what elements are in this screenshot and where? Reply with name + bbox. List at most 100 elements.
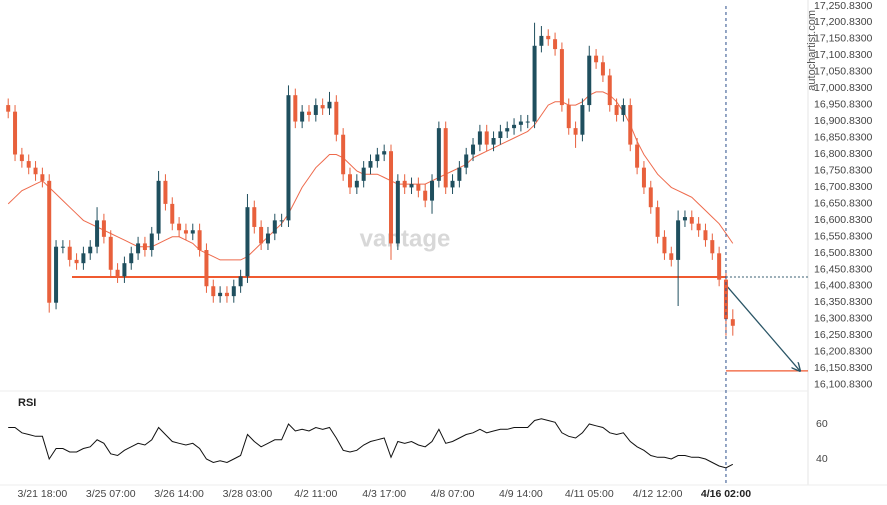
- candle-body: [67, 246, 72, 260]
- candle-body: [163, 180, 168, 204]
- forecast-arrow: [725, 284, 800, 371]
- x-tick-label: 3/25 07:00: [86, 488, 136, 500]
- y-tick-label: 16,950.8300: [814, 99, 873, 111]
- candle-body: [224, 292, 229, 297]
- candle-body: [177, 223, 182, 231]
- candle-body: [423, 190, 428, 201]
- candle-body: [293, 95, 298, 122]
- candle-body: [101, 220, 106, 237]
- candle-body: [635, 144, 640, 168]
- x-tick-label: 4/8 07:00: [431, 488, 475, 500]
- y-tick-label: 16,150.8300: [814, 362, 873, 374]
- candle-body: [641, 167, 646, 188]
- candle-body: [354, 180, 359, 188]
- rsi-tick-label: 60: [816, 418, 828, 430]
- candle-body: [703, 230, 708, 241]
- candle-body: [580, 105, 585, 135]
- candle-body: [108, 236, 113, 270]
- candle-body: [566, 105, 571, 129]
- candle-body: [74, 259, 79, 264]
- y-tick-label: 17,100.8300: [814, 49, 873, 61]
- candle-body: [539, 35, 544, 46]
- candle-body: [286, 95, 291, 221]
- candle-body: [409, 184, 414, 188]
- candle-body: [532, 45, 537, 122]
- rsi-tick-label: 40: [816, 453, 828, 465]
- candle-body: [115, 269, 120, 277]
- candle-body: [129, 253, 134, 264]
- candle-body: [573, 128, 578, 135]
- candle-body: [436, 128, 441, 181]
- candle-body: [368, 161, 373, 168]
- candle-body: [628, 105, 633, 145]
- candle-body: [259, 226, 264, 244]
- y-tick-label: 17,000.8300: [814, 82, 873, 94]
- rsi-label: RSI: [18, 397, 36, 409]
- candle-body: [450, 180, 455, 188]
- candle-body: [156, 180, 161, 234]
- rsi-line: [8, 418, 734, 469]
- candle-body: [471, 144, 476, 155]
- y-tick-label: 16,200.8300: [814, 346, 873, 358]
- candle-body: [443, 128, 448, 188]
- candle-body: [484, 131, 489, 145]
- candle-body: [525, 121, 530, 123]
- y-tick-label: 16,400.8300: [814, 280, 873, 292]
- y-tick-label: 16,250.8300: [814, 329, 873, 341]
- candle-body: [389, 151, 394, 244]
- candle-body: [600, 62, 605, 76]
- x-tick-label: 4/16 02:00: [701, 488, 751, 500]
- candle-body: [320, 105, 325, 109]
- candle-body: [170, 203, 175, 224]
- candle-body: [88, 246, 93, 254]
- candle-body: [6, 105, 11, 112]
- candle-body: [149, 233, 154, 251]
- candle-body: [682, 217, 687, 221]
- y-tick-label: 16,300.8300: [814, 313, 873, 325]
- candle-body: [238, 276, 243, 287]
- candle-body: [594, 55, 599, 63]
- candle-body: [136, 243, 141, 254]
- candle-body: [265, 233, 270, 244]
- candle-body: [313, 105, 318, 115]
- candle-body: [211, 286, 216, 297]
- candle-body: [669, 253, 674, 260]
- candle-body: [375, 154, 380, 162]
- x-tick-label: 3/28 03:00: [223, 488, 273, 500]
- candle-body: [40, 174, 45, 181]
- candle-body: [395, 180, 400, 244]
- candle-body: [341, 134, 346, 175]
- candle-body: [430, 180, 435, 201]
- candle-body: [13, 111, 18, 155]
- candle-body: [122, 263, 127, 277]
- candle-body: [607, 75, 612, 106]
- candle-body: [300, 111, 305, 122]
- watermark-site: autochartist.com: [806, 10, 818, 91]
- candle-body: [95, 220, 100, 247]
- candle-body: [26, 161, 31, 168]
- candle-body: [614, 105, 619, 115]
- candle-body: [512, 124, 517, 129]
- candle-body: [54, 246, 59, 303]
- candle-body: [518, 121, 523, 125]
- candle-body: [306, 111, 311, 115]
- y-tick-label: 16,500.8300: [814, 247, 873, 259]
- candle-body: [710, 240, 715, 254]
- candle-body: [696, 223, 701, 231]
- candle-body: [60, 246, 65, 248]
- candle-body: [47, 180, 52, 303]
- candle-body: [655, 207, 660, 237]
- x-tick-label: 3/26 14:00: [154, 488, 204, 500]
- x-tick-label: 3/21 18:00: [18, 488, 68, 500]
- candle-body: [183, 230, 188, 234]
- candle-body: [19, 154, 24, 162]
- candle-body: [587, 55, 592, 106]
- candle-body: [218, 292, 223, 297]
- y-tick-label: 17,200.8300: [814, 16, 873, 28]
- y-tick-label: 16,750.8300: [814, 164, 873, 176]
- candle-body: [382, 151, 387, 155]
- candle-body: [662, 236, 667, 254]
- candle-body: [361, 167, 366, 181]
- candle-body: [81, 253, 86, 264]
- y-tick-label: 16,100.8300: [814, 379, 873, 391]
